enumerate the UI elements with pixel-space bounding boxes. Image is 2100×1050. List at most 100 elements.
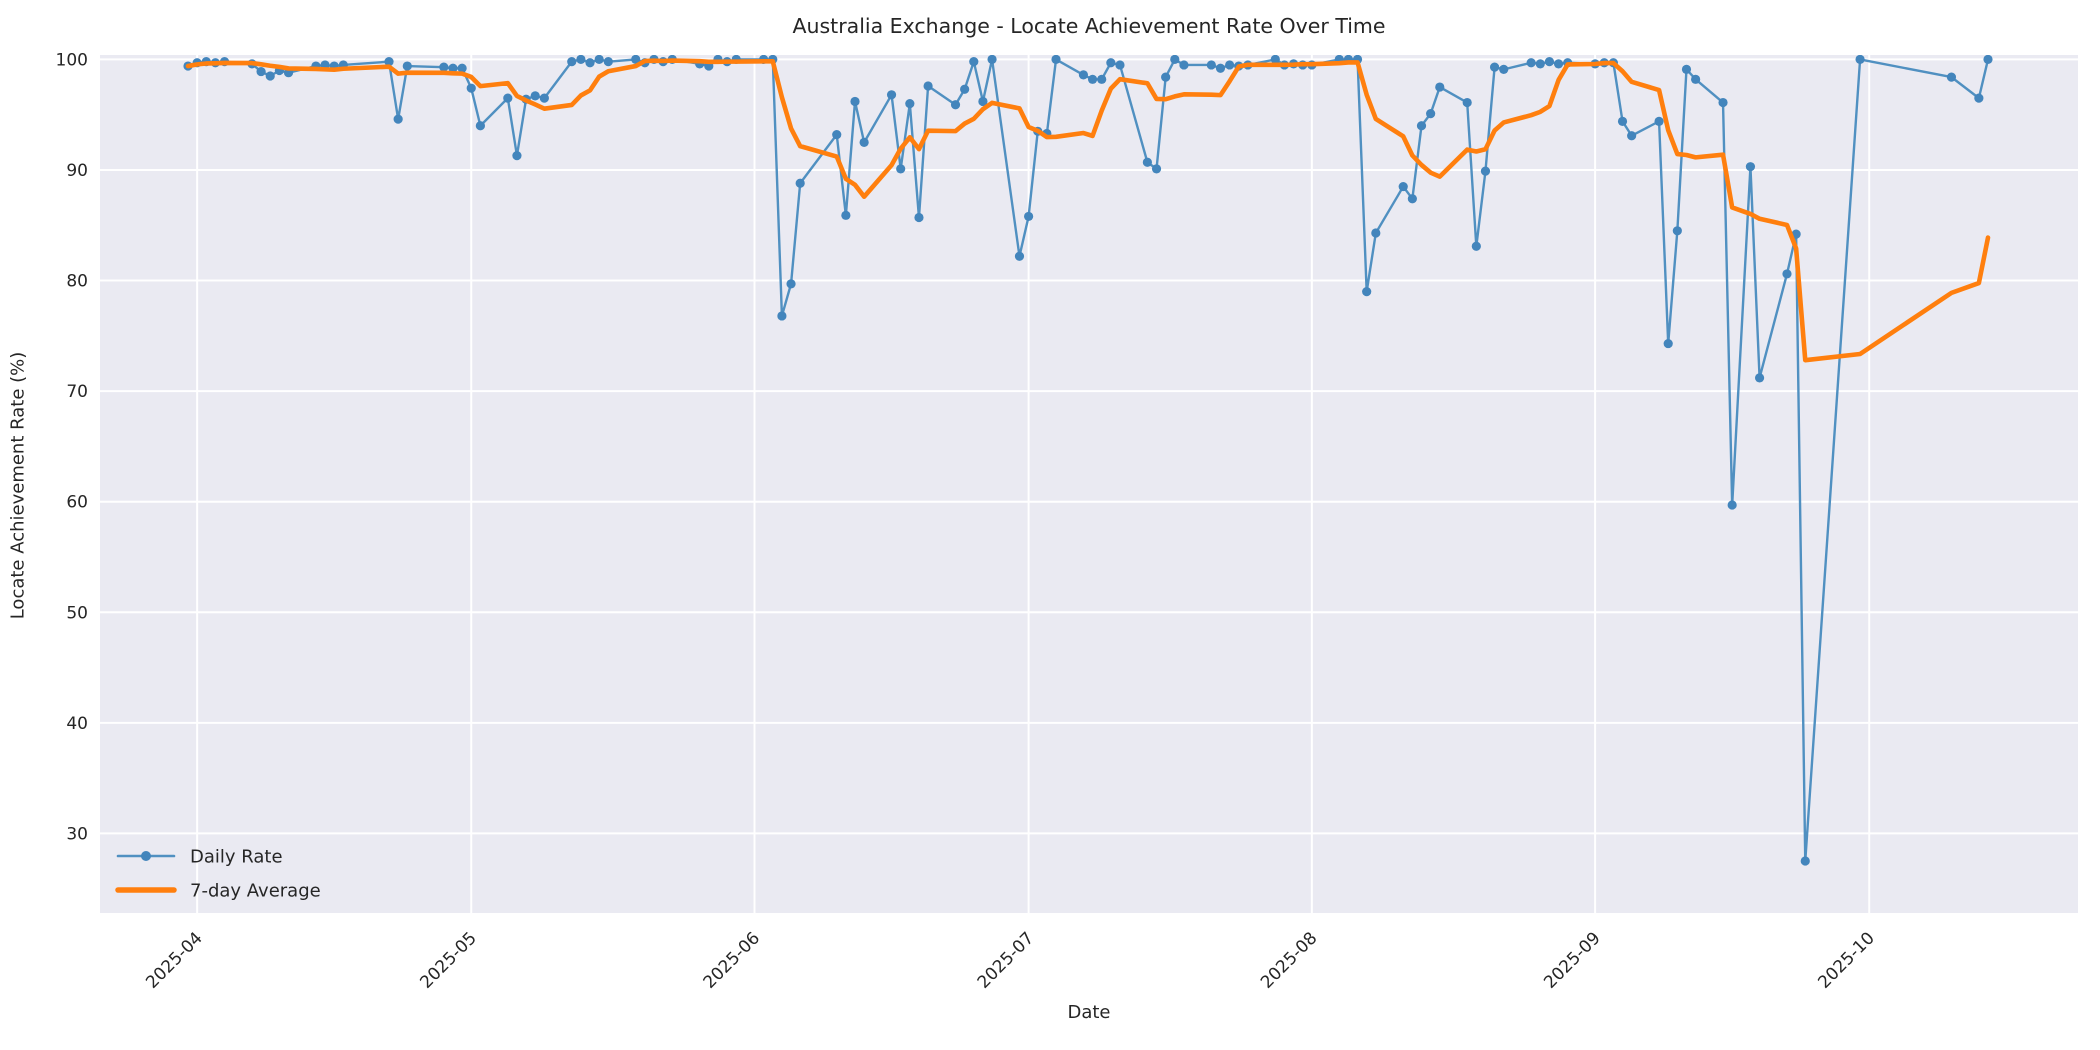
daily-rate-marker bbox=[475, 121, 485, 131]
plot-area bbox=[100, 55, 2078, 913]
daily-rate-marker bbox=[1471, 241, 1481, 251]
x-tick-label: 2025-10 bbox=[1814, 928, 1878, 992]
chart-title: Australia Exchange - Locate Achievement … bbox=[792, 14, 1386, 38]
daily-rate-marker bbox=[1161, 72, 1171, 82]
daily-rate-marker bbox=[1691, 74, 1701, 84]
daily-rate-marker bbox=[1489, 62, 1500, 72]
daily-rate-marker bbox=[448, 63, 458, 73]
daily-rate-marker bbox=[1727, 500, 1737, 510]
daily-rate-marker bbox=[1215, 63, 1226, 73]
x-axis-label: Date bbox=[1067, 1002, 1111, 1023]
x-tick-label: 2025-04 bbox=[142, 928, 206, 992]
daily-rate-marker bbox=[1480, 166, 1491, 176]
daily-rate-marker bbox=[539, 93, 549, 103]
daily-rate-marker bbox=[1654, 116, 1664, 126]
daily-rate-marker bbox=[1946, 72, 1957, 82]
y-tick-label: 90 bbox=[66, 161, 88, 181]
daily-rate-marker bbox=[777, 311, 787, 321]
daily-rate-marker bbox=[1672, 226, 1682, 236]
daily-rate-marker bbox=[1106, 58, 1116, 68]
daily-rate-marker bbox=[576, 55, 586, 65]
daily-rate-marker bbox=[503, 93, 513, 103]
daily-rate-marker bbox=[1426, 109, 1436, 119]
daily-rate-marker bbox=[1170, 55, 1180, 65]
daily-rate-marker bbox=[631, 55, 641, 65]
daily-rate-marker bbox=[950, 100, 961, 110]
daily-rate-marker bbox=[1782, 269, 1792, 279]
x-tick-label: 2025-08 bbox=[1257, 928, 1321, 992]
daily-rate-marker bbox=[1983, 55, 1993, 65]
daily-rate-marker bbox=[1800, 856, 1810, 866]
daily-rate-marker bbox=[1435, 82, 1445, 92]
daily-rate-marker bbox=[1745, 162, 1756, 172]
daily-rate-marker bbox=[1526, 58, 1536, 68]
daily-rate-marker bbox=[832, 130, 842, 140]
y-tick-label: 50 bbox=[66, 603, 88, 623]
daily-rate-marker bbox=[1416, 121, 1427, 131]
x-tick-label: 2025-06 bbox=[700, 928, 764, 992]
daily-rate-marker bbox=[1078, 70, 1089, 80]
legend-daily-rate-label: Daily Rate bbox=[190, 847, 283, 868]
daily-rate-marker bbox=[896, 164, 906, 174]
daily-rate-marker bbox=[1462, 97, 1472, 108]
daily-rate-marker bbox=[567, 57, 577, 67]
daily-rate-marker bbox=[1206, 60, 1216, 70]
seven-day-average-line bbox=[185, 58, 1991, 363]
daily-rate-marker bbox=[914, 212, 924, 223]
daily-rate-marker bbox=[1499, 64, 1509, 74]
daily-rate-marker bbox=[1097, 74, 1107, 84]
daily-rate-marker bbox=[886, 90, 897, 100]
daily-rate-marker bbox=[256, 66, 266, 77]
x-tick-label: 2025-09 bbox=[1540, 928, 1604, 992]
daily-rate-marker bbox=[1398, 181, 1408, 192]
daily-rate-marker bbox=[1051, 55, 1061, 65]
daily-rate-marker bbox=[1535, 59, 1545, 69]
y-tick-label: 100 bbox=[56, 50, 88, 70]
daily-rate-marker bbox=[850, 96, 860, 107]
x-tick-label: 2025-05 bbox=[416, 928, 480, 992]
daily-rate-marker bbox=[923, 81, 933, 91]
legend-average-label: 7-day Average bbox=[190, 881, 321, 902]
daily-rate-marker bbox=[265, 71, 275, 81]
daily-rate-marker bbox=[1115, 60, 1125, 70]
y-axis-label: Locate Achievement Rate (%) bbox=[7, 351, 29, 620]
daily-rate-marker bbox=[969, 57, 979, 67]
daily-rate-marker bbox=[1544, 57, 1555, 67]
daily-rate-marker bbox=[905, 99, 915, 109]
daily-rate-marker bbox=[960, 84, 970, 94]
daily-rate-marker bbox=[1362, 287, 1372, 297]
daily-rate-marker bbox=[786, 279, 796, 289]
daily-rate-marker bbox=[1754, 373, 1765, 383]
daily-rate-marker bbox=[1024, 211, 1034, 222]
daily-rate-marker bbox=[1681, 64, 1692, 74]
daily-rate-marker bbox=[1225, 60, 1235, 70]
daily-rate-marker bbox=[1974, 93, 1984, 103]
series-group bbox=[183, 55, 1993, 866]
daily-rate-marker bbox=[402, 61, 412, 71]
daily-rate-marker bbox=[439, 62, 449, 72]
y-tick-label: 30 bbox=[66, 824, 88, 844]
x-tick-label: 2025-07 bbox=[974, 928, 1038, 992]
daily-rate-marker bbox=[393, 114, 403, 124]
daily-rate-marker bbox=[987, 55, 997, 65]
daily-rate-marker bbox=[594, 55, 604, 65]
y-tick-label: 70 bbox=[66, 382, 88, 402]
y-tick-label: 80 bbox=[66, 272, 88, 292]
daily-rate-marker bbox=[1663, 338, 1673, 349]
daily-rate-marker bbox=[457, 63, 467, 73]
daily-rate-marker bbox=[795, 178, 805, 188]
daily-rate-marker bbox=[841, 210, 851, 220]
daily-rate-marker bbox=[859, 137, 869, 147]
daily-rate-marker bbox=[1142, 157, 1152, 167]
daily-rate-marker bbox=[1179, 60, 1189, 70]
y-tick-label: 60 bbox=[66, 493, 88, 513]
daily-rate-marker bbox=[1855, 55, 1865, 65]
daily-rate-marker bbox=[1014, 251, 1025, 261]
daily-rate-marker bbox=[1553, 59, 1564, 69]
daily-rate-marker bbox=[512, 151, 522, 161]
daily-rate-marker bbox=[603, 57, 613, 67]
daily-rate-marker bbox=[384, 57, 394, 67]
daily-rate-marker bbox=[1627, 131, 1637, 141]
